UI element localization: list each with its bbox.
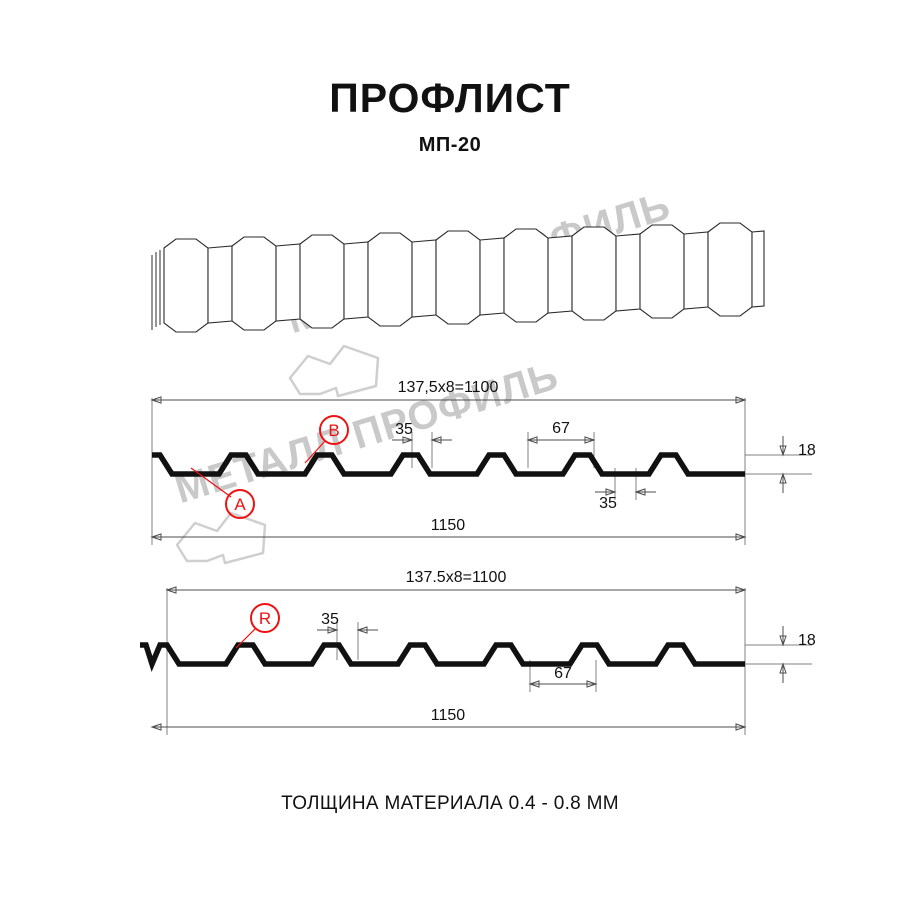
dimension-ridge-width-bottom: 35 xyxy=(317,611,378,633)
dimension-ridge-width-top: 35 xyxy=(392,421,452,443)
dimension-bottom-span: 1150 xyxy=(152,517,745,540)
profile-outline-bottom xyxy=(140,645,745,664)
section-bottom: 137.5x8=1100 1150 35 xyxy=(140,569,816,735)
page-subtitle: МП-20 xyxy=(418,134,482,156)
dimension-bottom-span-2-label: 1150 xyxy=(431,707,466,724)
dimension-bottom-span-2: 1150 xyxy=(152,707,745,730)
dimension-top-span-label: 137,5x8=1100 xyxy=(398,379,499,396)
dimension-top-span-2-label: 137.5x8=1100 xyxy=(406,569,507,586)
marker-r-label: R xyxy=(259,609,271,628)
marker-b-label: B xyxy=(328,421,339,440)
dimension-height-bottom: 18 xyxy=(780,626,816,683)
dimension-height-top: 18 xyxy=(780,436,816,493)
marker-a-label: A xyxy=(234,495,246,514)
dimension-valley-width-label: 67 xyxy=(552,420,570,437)
dimension-ridge-width-top-2: 35 xyxy=(595,489,656,512)
dimension-valley-width-bottom-label: 67 xyxy=(554,665,572,682)
page-title: ПРОФЛИСТ xyxy=(329,75,571,121)
marker-r: R xyxy=(236,604,279,648)
marker-a: A xyxy=(191,468,254,518)
dimension-valley-width-bottom: 67 xyxy=(530,665,596,687)
profile-outline-top xyxy=(152,455,745,474)
section-top: 137,5x8=1100 1150 35 xyxy=(152,379,816,545)
dimension-height-label: 18 xyxy=(798,442,816,459)
dimension-ridge-width-label: 35 xyxy=(395,421,413,438)
extension-lines-bottom xyxy=(167,588,812,735)
dimension-valley-width-top: 67 xyxy=(528,420,594,443)
material-thickness-note: ТОЛЩИНА МАТЕРИАЛА 0.4 - 0.8 ММ xyxy=(281,793,619,814)
isometric-profile-view xyxy=(152,223,764,332)
dimension-bottom-span-label: 1150 xyxy=(431,517,466,534)
dimension-height-bottom-label: 18 xyxy=(798,632,816,649)
marker-b: B xyxy=(305,416,348,463)
dimension-ridge-width-2-label: 35 xyxy=(599,495,617,512)
dimension-top-span: 137,5x8=1100 xyxy=(152,379,745,403)
dimension-ridge-width-bottom-label: 35 xyxy=(321,611,339,628)
dimension-top-span-2: 137.5x8=1100 xyxy=(167,569,745,593)
